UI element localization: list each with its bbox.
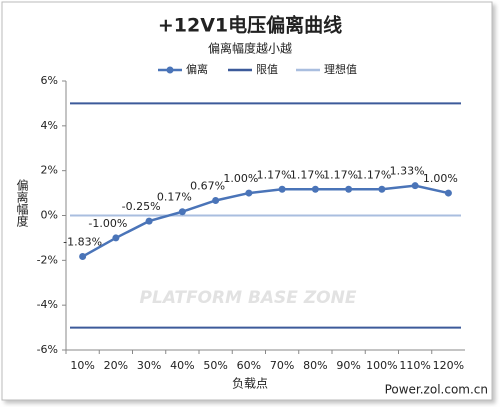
watermark: PLATFORM BASE ZONE (140, 288, 357, 308)
x-tick-label: 50% (203, 359, 227, 372)
data-point (112, 234, 120, 242)
x-axis-label: 负载点 (232, 377, 268, 391)
x-tick-label: 30% (137, 359, 161, 372)
y-tick-label: 2% (41, 164, 58, 177)
chart-frame (1, 1, 493, 401)
y-tick-label: 0% (41, 209, 58, 222)
chart-title: +12V1电压偏离曲线 (158, 14, 342, 37)
x-tick-label: 100% (366, 359, 397, 372)
x-tick-label: 80% (303, 359, 327, 372)
data-point (245, 189, 253, 197)
x-tick-label: 60% (237, 359, 261, 372)
y-tick-label: 6% (41, 74, 58, 87)
data-point (79, 253, 87, 261)
data-label: -1.83% (63, 236, 102, 249)
x-tick-label: 90% (336, 359, 360, 372)
data-label: 1.17% (323, 168, 358, 181)
x-tick-label: 70% (270, 359, 294, 372)
data-label: 0.17% (157, 191, 192, 204)
data-point (444, 189, 452, 197)
chart-subtitle: 偏离幅度越小越 (208, 41, 292, 56)
x-tick-label: 20% (104, 359, 128, 372)
y-tick-label: -4% (37, 298, 58, 311)
data-label: 1.00% (423, 172, 458, 185)
data-point (345, 185, 353, 193)
data-point (411, 182, 419, 190)
y-tick-label: 4% (41, 119, 58, 132)
data-label: 0.67% (190, 179, 225, 192)
y-tick-label: -6% (37, 343, 58, 356)
data-label: 1.17% (356, 168, 391, 181)
data-point (378, 185, 386, 193)
data-point (278, 185, 286, 193)
data-label: 1.17% (290, 168, 325, 181)
x-tick-label: 110% (399, 359, 430, 372)
data-line (82, 184, 449, 258)
x-tick-label: 10% (70, 359, 94, 372)
data-point (212, 196, 220, 204)
x-tick-label: 120% (433, 359, 464, 372)
data-label: -0.25% (122, 200, 161, 213)
y-axis-label: 偏离幅度 (15, 178, 29, 227)
data-label: 1.00% (223, 172, 258, 185)
legend-label: 偏离 (186, 62, 208, 76)
y-tick-label: -2% (37, 253, 58, 266)
data-point (178, 208, 186, 216)
legend-marker (166, 66, 174, 74)
data-label: 1.33% (390, 165, 425, 178)
legend-label: 理想值 (324, 62, 357, 76)
legend-label: 限值 (256, 63, 278, 76)
x-tick-label: 40% (170, 359, 194, 372)
data-point (145, 217, 153, 225)
data-label: 1.17% (257, 168, 292, 181)
source: Power.zol.com.cn (385, 383, 488, 397)
data-label: -1.00% (88, 217, 127, 230)
data-point (311, 185, 319, 193)
